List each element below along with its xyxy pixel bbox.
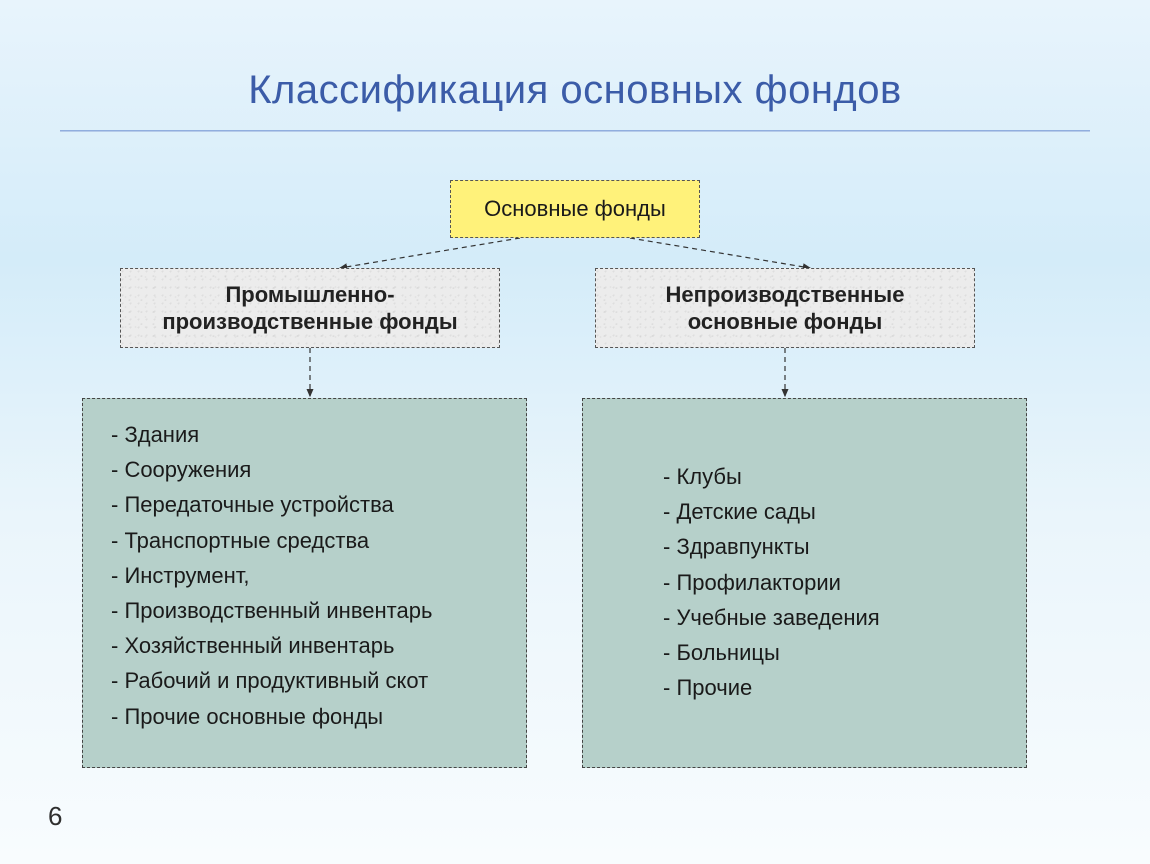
list-item: - Производственный инвентарь [111,593,508,628]
list-item: - Профилактории [663,565,1008,600]
slide-title: Классификация основных фондов [0,68,1150,113]
category-right: Непроизводственныеосновные фонды [595,268,975,348]
list-item: - Клубы [663,459,1008,494]
category-left-label: Промышленно-производственные фонды [162,281,457,336]
list-item: - Передаточные устройства [111,487,508,522]
list-item: - Учебные заведения [663,600,1008,635]
list-item: - Здания [111,417,508,452]
list-item: - Рабочий и продуктивный скот [111,663,508,698]
category-left: Промышленно-производственные фонды [120,268,500,348]
list-item: - Инструмент, [111,558,508,593]
details-left: - Здания- Сооружения- Передаточные устро… [82,398,527,768]
list-item: - Прочие [663,670,1008,705]
page-number: 6 [48,801,62,832]
list-item: - Детские сады [663,494,1008,529]
list-item: - Больницы [663,635,1008,670]
details-right: - Клубы- Детские сады- Здравпункты- Проф… [582,398,1027,768]
root-label: Основные фонды [484,196,666,222]
title-underline [60,130,1090,132]
list-item: - Сооружения [111,452,508,487]
category-right-label: Непроизводственныеосновные фонды [666,281,905,336]
list-item: - Прочие основные фонды [111,699,508,734]
root-node: Основные фонды [450,180,700,238]
list-item: - Здравпункты [663,529,1008,564]
list-item: - Хозяйственный инвентарь [111,628,508,663]
list-item: - Транспортные средства [111,523,508,558]
